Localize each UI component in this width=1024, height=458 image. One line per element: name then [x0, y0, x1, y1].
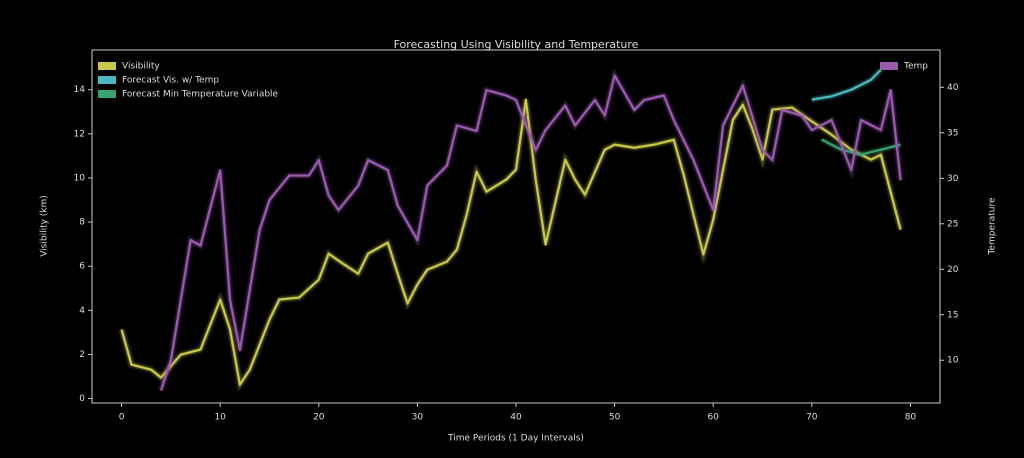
y-axis-label: Visibility (km): [40, 195, 50, 257]
x-tick-label: 0: [119, 413, 125, 423]
y-tick-label: 14: [74, 85, 86, 95]
x-tick-label: 30: [412, 413, 424, 423]
x-tick-label: 70: [806, 413, 818, 423]
legend-swatch: [880, 62, 898, 70]
legend-swatch: [98, 90, 116, 98]
chart-title: Forecasting Using Visibility and Tempera…: [394, 38, 639, 51]
legend-swatch: [98, 62, 116, 70]
y2-tick-label: 35: [947, 128, 958, 138]
y2-tick-label: 30: [947, 174, 959, 184]
y-tick-label: 6: [79, 262, 85, 272]
series-line: [811, 69, 882, 101]
y2-tick-label: 20: [947, 265, 959, 275]
legend-label: Visibility: [122, 62, 160, 72]
series-line-glow: [811, 68, 883, 103]
x-tick-label: 20: [313, 413, 325, 423]
y-tick-label: 8: [79, 218, 85, 228]
x-tick-label: 60: [707, 413, 719, 423]
x-tick-label: 80: [905, 413, 917, 423]
y2-axis-label: Temperature: [988, 197, 998, 255]
x-axis-label: Time Periods (1 Day Intervals): [447, 434, 584, 444]
series-line: [120, 98, 902, 386]
series-line: [159, 74, 902, 391]
y-tick-label: 4: [79, 306, 85, 316]
series-line: [821, 138, 901, 156]
y-tick-label: 0: [79, 394, 85, 404]
y-tick-label: 10: [74, 173, 86, 183]
x-tick-label: 40: [510, 413, 522, 423]
x-tick-label: 50: [609, 413, 621, 423]
x-tick-label: 10: [214, 413, 226, 423]
legend-label: Temp: [903, 62, 928, 72]
y2-tick-label: 10: [947, 356, 959, 366]
y2-tick-label: 25: [947, 219, 958, 229]
y-tick-label: 2: [79, 350, 85, 360]
y2-tick-label: 15: [947, 310, 958, 320]
legend-label: Forecast Vis. w/ Temp: [122, 76, 219, 86]
legend-label: Forecast Min Temperature Variable: [122, 90, 279, 100]
y2-tick-label: 40: [947, 83, 959, 93]
y-tick-label: 12: [74, 129, 85, 139]
legend-swatch: [98, 76, 116, 84]
